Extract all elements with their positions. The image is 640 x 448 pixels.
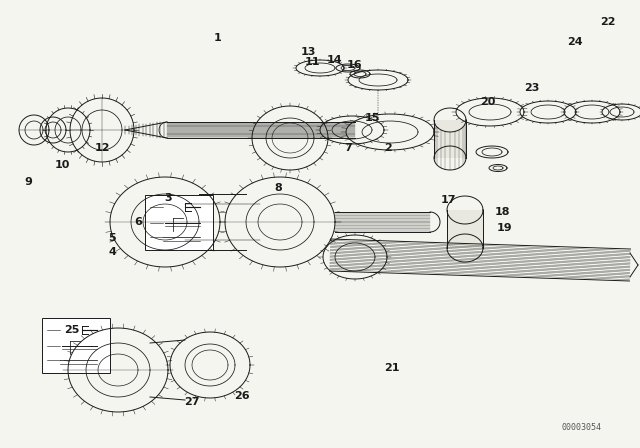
Text: 9: 9: [24, 177, 32, 187]
Text: 12: 12: [94, 143, 109, 153]
Text: 2: 2: [384, 143, 392, 153]
Text: 6: 6: [134, 217, 142, 227]
Text: 14: 14: [327, 55, 343, 65]
Text: 00003054: 00003054: [562, 423, 602, 432]
Text: 16: 16: [347, 60, 363, 70]
Text: 4: 4: [108, 247, 116, 257]
Text: 3: 3: [164, 193, 172, 203]
Polygon shape: [434, 120, 466, 158]
Text: 27: 27: [184, 397, 200, 407]
Text: 23: 23: [524, 83, 540, 93]
Text: 10: 10: [54, 160, 70, 170]
Text: 21: 21: [384, 363, 400, 373]
Bar: [42, 318, 110, 373]
Bar: [145, 195, 213, 250]
Text: 24: 24: [567, 37, 583, 47]
Text: 25: 25: [64, 325, 80, 335]
Text: 20: 20: [480, 97, 496, 107]
Text: 15: 15: [364, 113, 380, 123]
Text: 26: 26: [234, 391, 250, 401]
Text: 19: 19: [497, 223, 513, 233]
Text: 8: 8: [274, 183, 282, 193]
Text: 18: 18: [494, 207, 509, 217]
Text: 7: 7: [344, 143, 352, 153]
Text: 13: 13: [300, 47, 316, 57]
Text: 11: 11: [304, 57, 320, 67]
Polygon shape: [447, 210, 483, 248]
Text: 1: 1: [214, 33, 222, 43]
Text: 17: 17: [440, 195, 456, 205]
Text: 22: 22: [600, 17, 616, 27]
Text: 5: 5: [108, 233, 116, 243]
